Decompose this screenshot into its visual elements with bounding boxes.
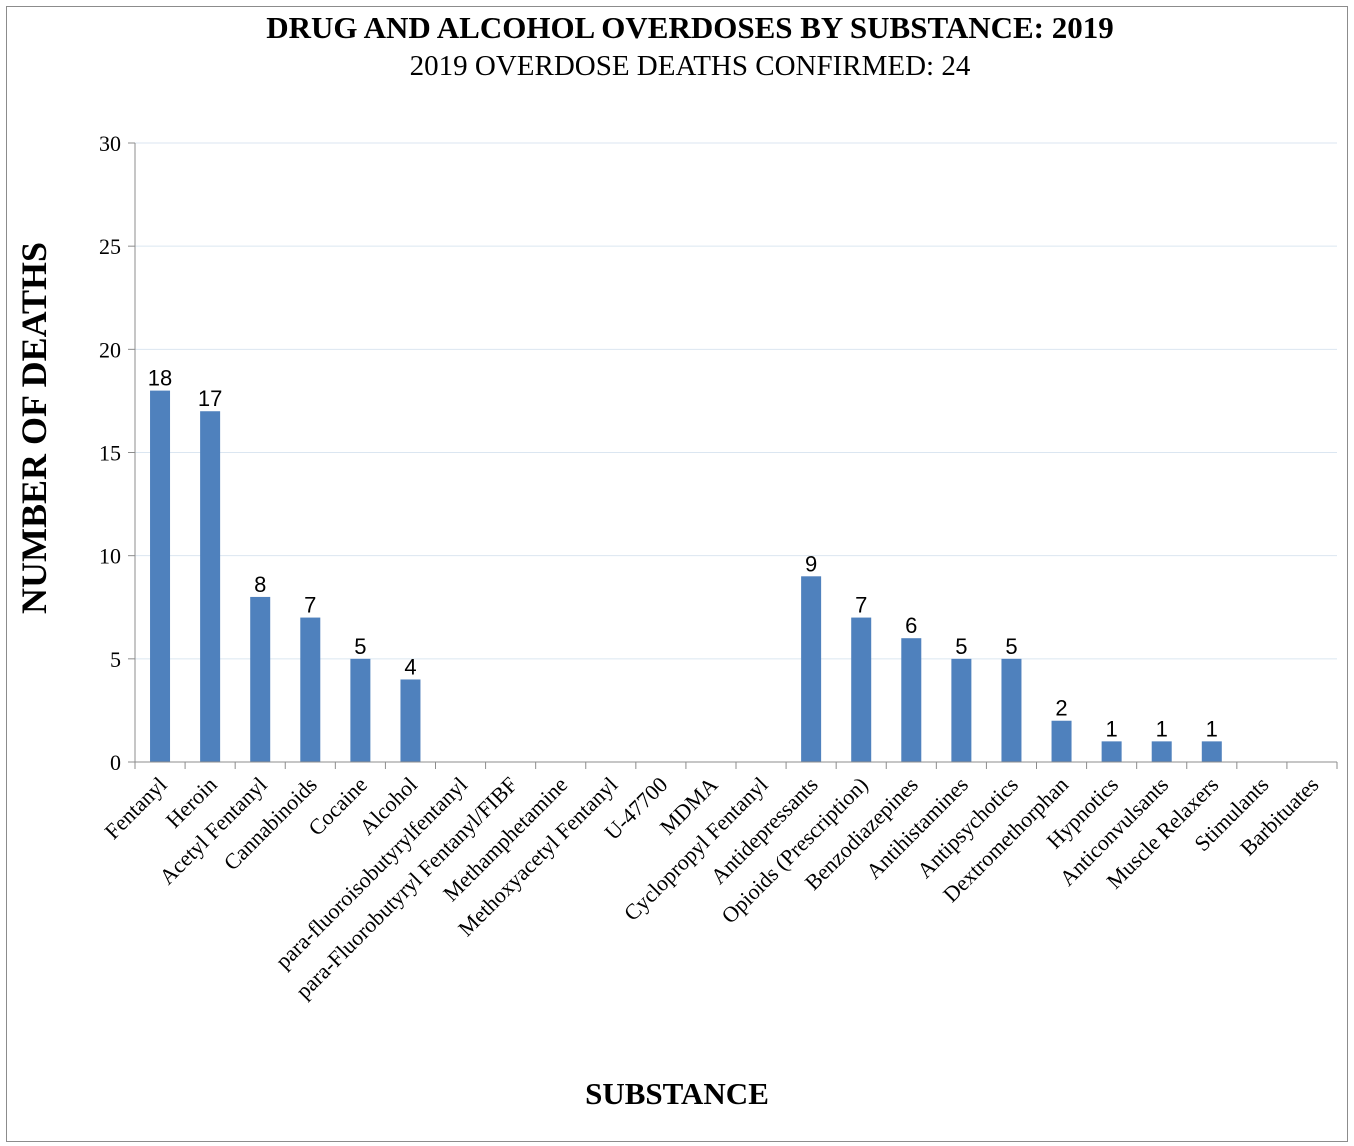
data-label: 4 [404,654,416,679]
bar [851,617,872,762]
data-label: 6 [905,613,917,638]
bars [150,390,1222,762]
bar [1051,720,1072,762]
bar [1001,658,1022,762]
bar [300,617,321,762]
data-label: 7 [304,593,316,618]
gridlines [135,142,1337,660]
axes [128,142,1338,769]
chart-subtitle: 2019 OVERDOSE DEATHS CONFIRMED: 24 [410,50,971,82]
bar [250,596,271,762]
bar [801,576,822,762]
y-tick-label: 15 [99,441,121,466]
data-labels: 18 17 8 7 5 4 9 7 6 5 5 2 1 1 1 [148,366,1218,742]
bar [350,658,371,762]
data-label: 1 [1156,716,1168,741]
data-label: 18 [148,366,172,391]
bar [150,390,171,762]
y-tick-label: 30 [99,131,121,156]
data-label: 5 [354,634,366,659]
data-label: 5 [1005,634,1017,659]
y-tick-labels: 0 5 10 15 20 25 30 [99,131,121,775]
y-tick-label: 10 [99,544,121,569]
data-label: 9 [805,551,817,576]
bar [1201,741,1222,762]
y-tick-label: 0 [110,750,121,775]
y-axis-label: NUMBER OF DEATHS [14,242,54,614]
data-label: 1 [1106,716,1118,741]
data-label: 8 [254,572,266,597]
x-tick-label: Fentanyl [99,772,171,844]
data-label: 17 [198,386,222,411]
bar [951,658,972,762]
data-label: 5 [955,634,967,659]
chart-frame [6,6,1348,1142]
bar [200,411,221,762]
y-tick-label: 20 [99,337,121,362]
y-tick-label: 25 [99,234,121,259]
data-label: 7 [855,593,867,618]
data-label: 1 [1206,716,1218,741]
y-tick-label: 5 [110,647,121,672]
bar [901,638,922,762]
bar [1101,741,1122,762]
chart-title: DRUG AND ALCOHOL OVERDOSES BY SUBSTANCE:… [266,10,1114,45]
data-label: 2 [1055,696,1067,721]
bar [400,679,421,762]
bar [1151,741,1172,762]
x-axis-label: SUBSTANCE [585,1076,769,1111]
